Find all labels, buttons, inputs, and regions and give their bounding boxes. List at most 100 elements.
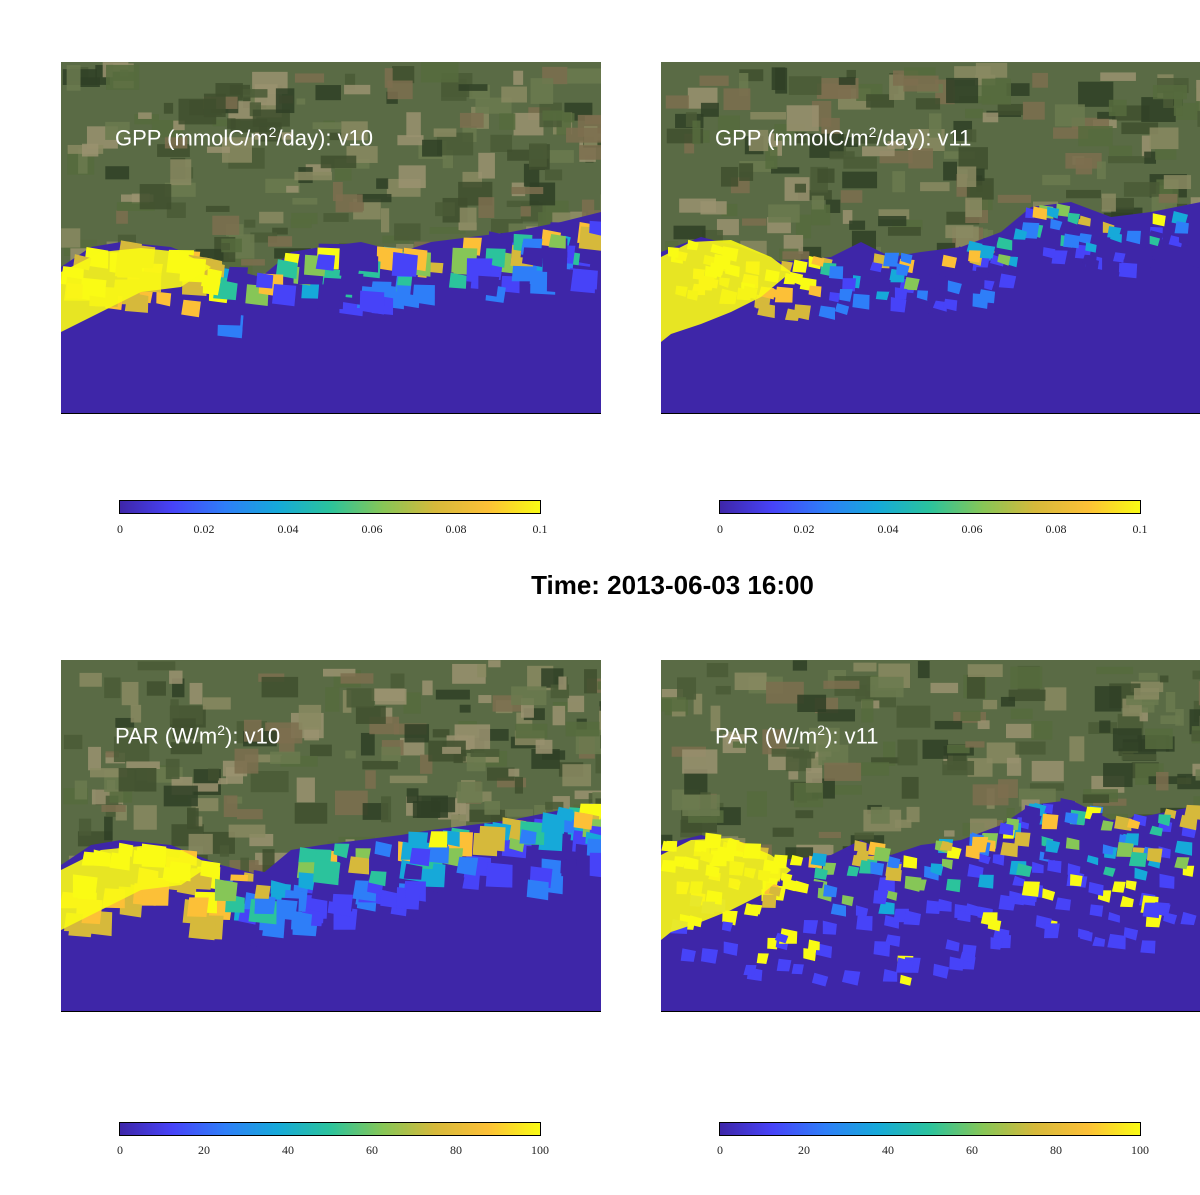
land-field	[384, 68, 393, 88]
land-field	[117, 234, 136, 243]
model-cell	[548, 234, 566, 249]
colorbar-tick-label: 0.1	[1132, 522, 1148, 536]
land-field	[529, 143, 547, 167]
model-cell	[978, 289, 996, 304]
gpp-v11-map-panel: GPP (mmolC/m2/day): v11	[661, 62, 1200, 414]
land-field	[903, 75, 939, 92]
par-v11-colorbar-ticks: 0 20 40 60 80 100	[717, 1143, 1149, 1163]
land-field	[506, 200, 539, 208]
colorbar-tick-label: 40	[882, 1143, 894, 1157]
land-field	[829, 785, 862, 795]
model-cell	[877, 877, 895, 893]
model-cell	[272, 284, 297, 307]
model-cell	[744, 903, 760, 917]
land-field	[1099, 720, 1111, 733]
model-cell	[1082, 254, 1097, 267]
land-field	[270, 751, 301, 764]
land-field	[416, 795, 448, 818]
land-field	[838, 77, 856, 85]
model-cell	[894, 287, 908, 300]
model-cell	[829, 266, 844, 280]
land-field	[490, 134, 513, 152]
land-field	[739, 161, 775, 172]
land-field	[164, 182, 196, 197]
model-cell	[1146, 848, 1163, 863]
land-field	[1108, 156, 1145, 164]
model-cell	[978, 853, 991, 865]
land-field	[958, 147, 988, 170]
high-value-band	[661, 838, 791, 940]
land-field	[846, 69, 856, 80]
land-field	[766, 681, 804, 704]
land-field	[811, 195, 825, 210]
land-field	[771, 748, 805, 757]
land-field	[922, 739, 949, 759]
model-cell	[932, 300, 947, 312]
land-field	[78, 818, 92, 836]
land-field	[515, 723, 548, 739]
model-cell	[943, 298, 958, 312]
land-field	[442, 149, 454, 169]
land-field	[1121, 754, 1157, 761]
land-field	[116, 202, 155, 211]
land-field	[897, 739, 918, 766]
model-cell	[1149, 259, 1166, 273]
land-field	[259, 211, 284, 224]
land-field	[682, 749, 718, 774]
land-field	[870, 676, 904, 698]
land-field	[296, 98, 306, 105]
model-cell	[818, 305, 835, 320]
model-cell	[589, 852, 601, 878]
land-field	[422, 680, 433, 696]
land-field	[290, 218, 312, 229]
land-field	[811, 204, 831, 226]
model-cell	[807, 939, 820, 951]
model-cell	[885, 866, 902, 882]
model-cell	[899, 974, 912, 986]
land-field	[173, 120, 185, 131]
land-field	[294, 171, 332, 181]
land-field	[1156, 771, 1169, 791]
land-field	[597, 681, 601, 690]
land-field	[1123, 182, 1160, 197]
land-field	[1066, 189, 1101, 199]
colorbar-tick-label: 20	[798, 1143, 810, 1157]
model-cell	[333, 843, 350, 859]
model-cell	[883, 252, 900, 267]
model-cell	[680, 948, 696, 962]
model-cell	[1044, 923, 1060, 939]
model-cell	[723, 941, 739, 956]
land-field	[567, 695, 585, 713]
colorbar-tick-label: 60	[366, 1143, 378, 1157]
model-cell	[896, 263, 910, 276]
land-field	[862, 146, 895, 157]
model-cell	[791, 963, 804, 975]
land-field	[458, 84, 488, 91]
high-value-band	[61, 846, 211, 930]
model-cell	[834, 303, 850, 315]
model-cell	[811, 256, 825, 267]
land-field	[710, 705, 721, 732]
model-cell	[298, 872, 318, 891]
land-field	[105, 166, 130, 180]
model-cell	[915, 302, 930, 316]
model-cell	[391, 252, 418, 277]
model-cell	[214, 878, 238, 902]
land-field	[61, 228, 81, 248]
model-cell	[1107, 226, 1122, 239]
land-field	[1139, 707, 1148, 722]
colorbar-tick-label: 0.04	[877, 522, 899, 536]
land-field	[829, 151, 855, 160]
land-field	[121, 681, 139, 706]
land-field	[542, 110, 564, 121]
colorbar-tick-label: 40	[282, 1143, 294, 1157]
land-field	[341, 121, 368, 141]
land-field	[312, 122, 342, 130]
land-field	[511, 187, 544, 195]
model-cell	[947, 280, 962, 295]
model-cell	[855, 905, 869, 918]
land-field	[1044, 687, 1067, 711]
land-field	[840, 190, 863, 203]
high-value-band	[661, 240, 791, 342]
land-field	[1130, 681, 1164, 693]
